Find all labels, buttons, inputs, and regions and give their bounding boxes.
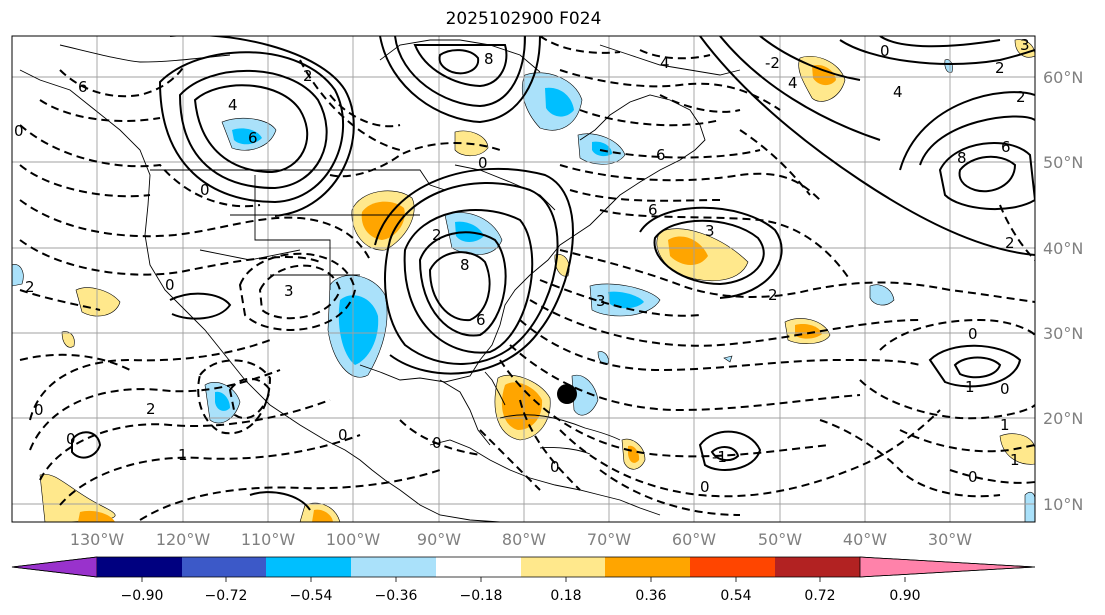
colorbar-segment	[690, 557, 775, 577]
contour-label: 0	[338, 426, 348, 444]
contour-label: 6	[648, 201, 658, 219]
colorbar-segment	[182, 557, 266, 577]
colorbar-extend-high	[859, 556, 1036, 578]
contour-label: 8	[484, 50, 494, 68]
contour-label: 0	[200, 181, 210, 199]
lon-label: 40°W	[843, 530, 887, 549]
contour-label: 0	[700, 478, 710, 496]
colorbar-tick: −0.90	[121, 588, 164, 604]
dashed-contours	[19, 36, 1035, 521]
contour-label: 6	[248, 129, 258, 147]
contour-label: 4	[660, 54, 670, 72]
lat-label: 30°N	[1043, 324, 1083, 343]
latitude-labels: 60°N 50°N 40°N 30°N 20°N 10°N	[1043, 68, 1083, 514]
colorbar-segment	[266, 557, 351, 577]
lon-label: 100°W	[326, 530, 381, 549]
coastlines	[19, 39, 741, 522]
lat-label: 50°N	[1043, 153, 1083, 172]
lon-label: 80°W	[502, 530, 546, 549]
lon-label: 50°W	[758, 530, 802, 549]
colorbar-segment	[605, 557, 690, 577]
contour-label: 6	[656, 146, 666, 164]
colorbar-tick: 0.36	[635, 588, 666, 604]
contour-label: 8	[460, 256, 470, 274]
contour-label: 2	[768, 286, 778, 304]
lon-label: 120°W	[156, 530, 211, 549]
contour-label: 3	[596, 292, 606, 310]
colorbar-segment	[97, 557, 182, 577]
contour-label: 0	[432, 434, 442, 452]
storm-position-marker	[557, 384, 577, 404]
colorbar-tick: 0.54	[720, 588, 751, 604]
contour-label: 0	[34, 401, 44, 419]
contour-label: 2	[1016, 88, 1026, 106]
lat-label: 60°N	[1043, 68, 1083, 87]
contour-label: 0	[968, 325, 978, 343]
contour-label: 3	[705, 222, 715, 240]
lon-label: 70°W	[587, 530, 631, 549]
cool-shading	[12, 59, 1035, 522]
map-frame	[11, 35, 1036, 523]
contour-label: 1	[965, 378, 975, 396]
contour-label: 0	[478, 154, 488, 172]
contour-label: 0	[14, 122, 24, 140]
lat-label: 10°N	[1043, 495, 1083, 514]
contour-label: 2	[303, 67, 313, 85]
contour-label: 8	[957, 149, 967, 167]
colorbar-tick: 0.90	[889, 588, 920, 604]
map-area: 6 4 2 6 0 0 8 6 2 0 8 6 4 3 2 3 4 4 0 8 …	[12, 36, 1035, 522]
colorbar-tick: −0.18	[460, 588, 503, 604]
contour-label: 0	[1000, 380, 1010, 398]
contour-label: 4	[228, 96, 238, 114]
contour-label: 0	[550, 458, 560, 476]
colorbar-extend-low	[11, 556, 98, 578]
contour-label: 2	[146, 400, 156, 418]
lat-label: 40°N	[1043, 239, 1083, 258]
lat-label: 20°N	[1043, 409, 1083, 428]
contour-label: 2	[1005, 234, 1015, 252]
lon-label: 60°W	[672, 530, 716, 549]
contour-label: 2	[995, 59, 1005, 77]
contour-label: 6	[476, 311, 486, 329]
lon-label: 30°W	[928, 530, 972, 549]
contour-label: -2	[765, 54, 780, 72]
contour-label: 3	[1020, 36, 1030, 54]
colorbar-tick: −0.36	[375, 588, 418, 604]
contour-label: -1	[712, 448, 727, 466]
contour-labels: 6 4 2 6 0 0 8 6 2 0 8 6 4 3 2 3 4 4 0 8 …	[14, 36, 1030, 496]
colorbar-tick: −0.54	[290, 588, 333, 604]
contour-label: 1	[1010, 451, 1020, 469]
contour-label: 2	[25, 278, 35, 296]
contour-label: 6	[1001, 138, 1011, 156]
colorbar-tick: 0.18	[550, 588, 581, 604]
contour-label: 0	[968, 468, 978, 486]
colorbar-tick: 0.72	[804, 588, 835, 604]
contour-label: 4	[788, 74, 798, 92]
map-title: 2025102900 F024	[445, 9, 602, 29]
colorbar-segment	[775, 557, 860, 577]
solid-contours	[71, 36, 1035, 511]
contour-label: 2	[432, 226, 442, 244]
longitude-labels: 130°W 120°W 110°W 100°W 90°W 80°W 70°W 6…	[70, 530, 972, 549]
contour-label: 6	[78, 78, 88, 96]
colorbar-segment	[436, 557, 521, 577]
colorbar-tick: −0.72	[205, 588, 248, 604]
contour-label: 3	[284, 282, 294, 300]
colorbar-segment	[351, 557, 436, 577]
colorbar-segment	[521, 557, 605, 577]
lon-label: 130°W	[70, 530, 125, 549]
contour-label: 0	[66, 430, 76, 448]
lon-label: 90°W	[417, 530, 461, 549]
lon-label: 110°W	[241, 530, 296, 549]
contour-label: 1	[178, 446, 188, 464]
contour-label: 0	[165, 276, 175, 294]
contour-label: 1	[1000, 416, 1010, 434]
contour-label: 0	[880, 42, 890, 60]
contour-label: 4	[893, 83, 903, 101]
colorbar: −0.90 −0.72 −0.54 −0.36 −0.18 0.18 0.36 …	[11, 556, 1036, 604]
